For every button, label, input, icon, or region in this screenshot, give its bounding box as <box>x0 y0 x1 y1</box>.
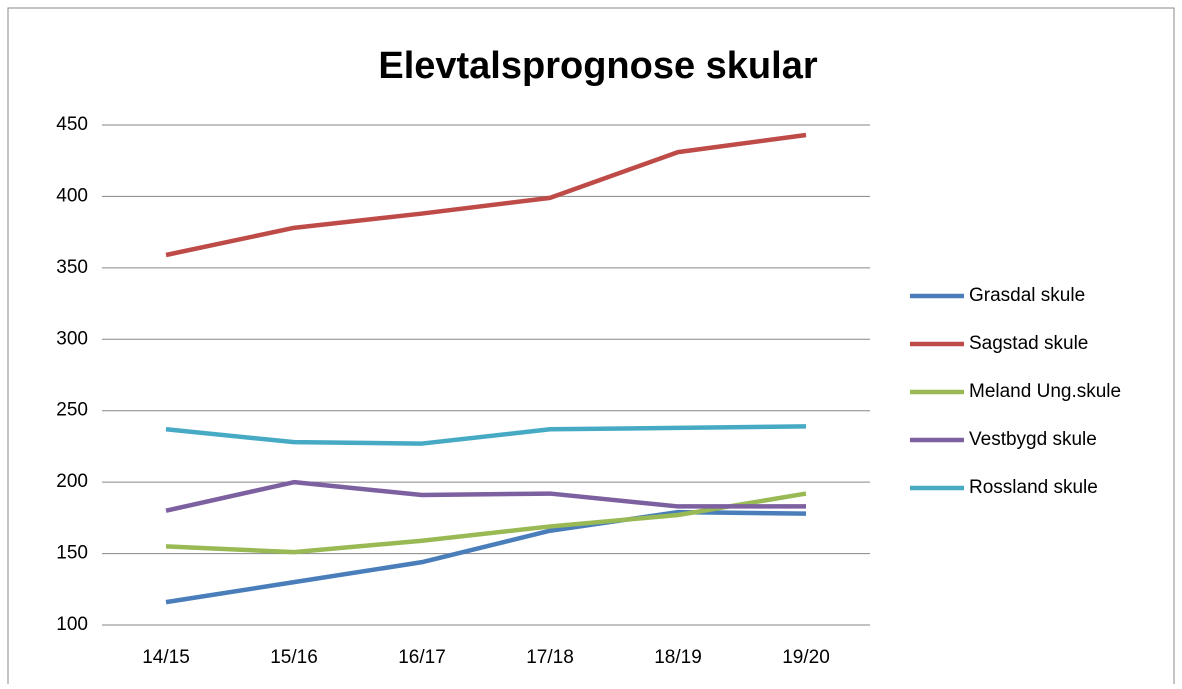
chart-title: Elevtalsprognose skular <box>378 45 817 87</box>
x-tick-label: 18/19 <box>654 647 702 668</box>
y-tick-label: 350 <box>56 257 88 278</box>
y-tick-label: 450 <box>56 114 88 135</box>
series-line <box>165 132 807 258</box>
legend-label: Grasdal skule <box>969 285 1085 306</box>
series-line <box>165 491 807 555</box>
y-tick-label: 150 <box>56 543 88 564</box>
x-tick-label: 15/16 <box>270 647 318 668</box>
legend-label: Sagstad skule <box>969 333 1088 354</box>
series-line <box>165 479 806 513</box>
x-tick-label: 16/17 <box>398 647 446 668</box>
y-tick-label: 250 <box>56 400 88 421</box>
y-tick-label: 200 <box>56 471 88 492</box>
y-tick-label: 400 <box>56 185 88 206</box>
x-tick-label: 19/20 <box>782 647 830 668</box>
legend-label: Meland Ung.skule <box>969 381 1121 402</box>
legend-label: Vestbygd skule <box>969 429 1097 450</box>
series-line <box>165 424 807 446</box>
y-tick-label: 300 <box>56 328 88 349</box>
legend-label: Rossland skule <box>969 477 1098 498</box>
chart-frame <box>7 7 1175 689</box>
y-tick-label: 100 <box>56 614 88 635</box>
x-tick-label: 14/15 <box>142 647 190 668</box>
x-tick-label: 17/18 <box>526 647 574 668</box>
